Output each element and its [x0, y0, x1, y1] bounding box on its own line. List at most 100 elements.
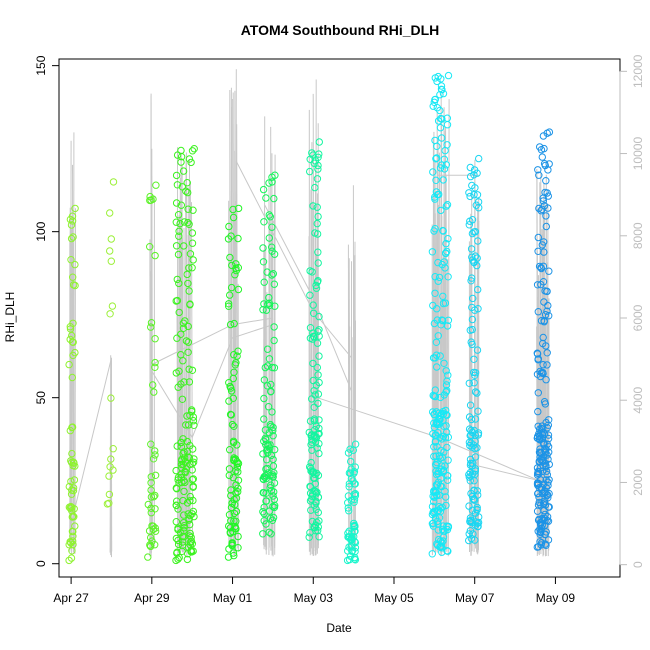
data-point: [227, 491, 235, 500]
altitude-line: [447, 99, 450, 557]
data-point: [542, 541, 550, 549]
data-point: [431, 96, 439, 104]
data-point: [539, 467, 547, 475]
data-point: [225, 302, 233, 310]
data-point: [71, 522, 79, 530]
y2-tick-label: 12000: [631, 54, 645, 88]
data-point: [444, 371, 452, 379]
data-point: [443, 322, 452, 330]
data-point: [184, 338, 193, 346]
data-point: [538, 153, 546, 161]
data-point: [188, 229, 197, 237]
data-point: [442, 249, 450, 257]
data-point: [545, 312, 553, 320]
data-point: [465, 379, 473, 387]
data-point: [442, 422, 450, 430]
data-point: [541, 530, 549, 539]
data-point: [182, 187, 190, 195]
y2-axis: 0 2000 4000 6000 8000 10000 12000: [619, 54, 645, 568]
data-point: [473, 191, 482, 199]
data-point: [432, 338, 441, 346]
data-point: [69, 512, 77, 520]
data-point: [441, 146, 449, 155]
data-point: [345, 469, 354, 477]
data-point: [228, 261, 236, 270]
data-point: [310, 403, 318, 411]
data-point: [67, 256, 75, 264]
data-point: [436, 415, 444, 424]
data-point: [466, 192, 474, 201]
data-point: [433, 77, 441, 86]
data-point: [431, 225, 439, 233]
data-point: [432, 176, 440, 185]
data-point: [348, 533, 356, 542]
data-point: [444, 235, 452, 243]
data-point: [441, 299, 450, 307]
data-point: [227, 232, 235, 240]
x-tick-label: May 01: [213, 591, 253, 605]
data-point: [179, 496, 187, 505]
data-point: [174, 476, 182, 484]
altitude-line: [263, 116, 266, 550]
data-point: [188, 147, 197, 155]
plot-content: [65, 69, 554, 565]
data-point: [311, 183, 319, 192]
data-point: [261, 471, 270, 480]
data-point: [177, 153, 186, 161]
data-point: [470, 426, 478, 435]
data-point: [345, 507, 353, 515]
data-point: [465, 413, 474, 421]
y-tick-label: 100: [34, 221, 48, 241]
data-point: [147, 504, 155, 512]
data-point: [469, 459, 477, 467]
data-point: [429, 408, 437, 416]
data-point: [439, 316, 447, 325]
series-flight-1: [65, 204, 79, 565]
data-point: [351, 492, 360, 500]
data-point: [473, 389, 481, 397]
data-point: [228, 420, 237, 429]
data-point: [263, 447, 271, 455]
data-point: [433, 104, 441, 112]
data-point: [187, 533, 195, 542]
data-point: [68, 547, 76, 555]
data-point: [315, 416, 323, 424]
y2-tick-label: 6000: [631, 304, 645, 331]
data-point: [439, 176, 447, 184]
y-axis: 0 50 100 150: [34, 55, 60, 567]
data-point: [438, 435, 446, 443]
data-point: [260, 376, 269, 384]
data-point: [174, 524, 182, 532]
data-point: [539, 516, 547, 524]
data-point: [267, 530, 275, 538]
data-point: [108, 302, 117, 310]
data-point: [314, 248, 322, 256]
data-point: [65, 556, 73, 565]
data-point: [439, 467, 448, 476]
data-point: [260, 394, 268, 403]
data-point: [535, 448, 544, 456]
data-point: [315, 352, 323, 360]
data-point: [69, 338, 77, 346]
data-point: [268, 247, 276, 255]
data-point: [466, 163, 474, 172]
data-point: [470, 368, 478, 377]
data-point: [262, 474, 270, 483]
data-point: [465, 536, 473, 545]
data-point: [538, 205, 546, 214]
data-point: [263, 464, 271, 473]
data-point: [347, 457, 355, 466]
data-point: [149, 525, 158, 534]
y2-tick-label: 4000: [631, 387, 645, 414]
data-point: [190, 145, 198, 153]
data-point: [443, 472, 452, 480]
data-point: [147, 542, 155, 550]
data-point: [433, 442, 441, 451]
data-point: [466, 518, 474, 526]
altitude-line: [236, 124, 239, 549]
data-point: [469, 294, 477, 303]
data-point: [266, 420, 275, 429]
data-point: [439, 522, 447, 530]
data-point: [189, 483, 197, 491]
data-point: [534, 166, 542, 174]
